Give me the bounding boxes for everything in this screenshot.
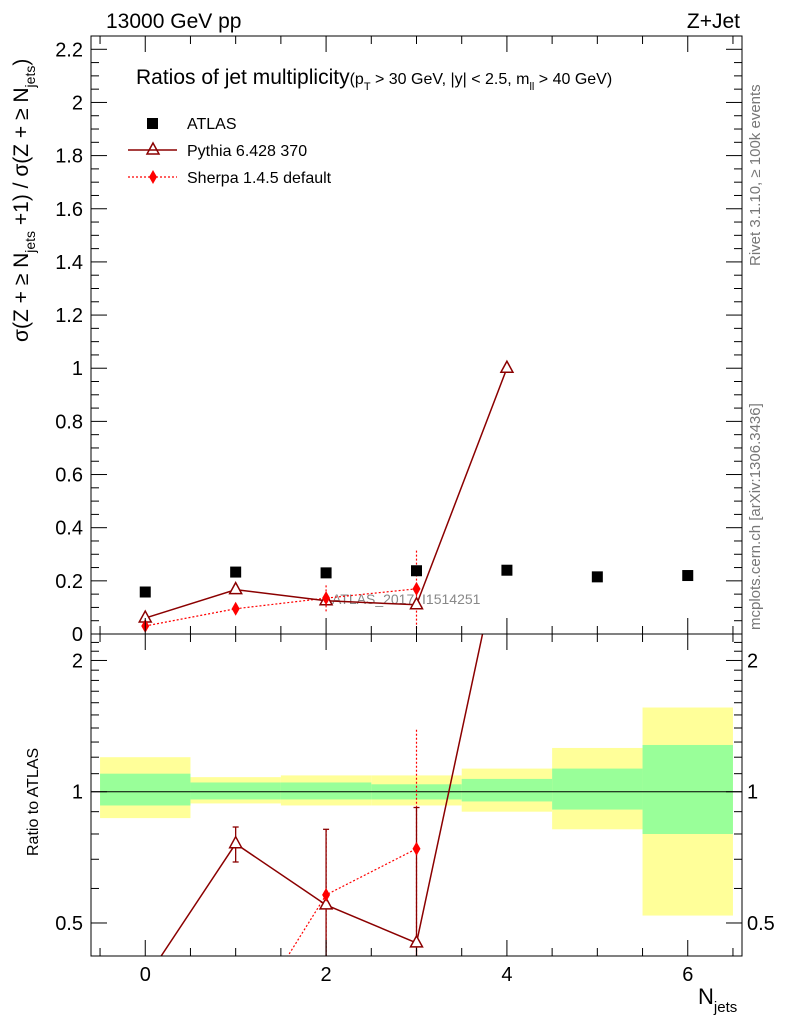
sherpa-ratio-point xyxy=(322,887,331,902)
x-tick-label: 4 xyxy=(501,964,512,986)
sherpa-main-line xyxy=(145,588,417,627)
legend-atlas-label: ATLAS xyxy=(187,116,237,133)
atlas-main-point xyxy=(501,564,513,576)
pythia-ratio-point xyxy=(318,896,334,910)
header-energy-label: 13000 GeV pp xyxy=(106,10,241,33)
ratio-y-tick-label-right: 2 xyxy=(747,650,758,672)
band-inner-bin xyxy=(642,744,733,834)
y-tick-label: 0.4 xyxy=(55,518,83,540)
legend-sherpa-marker xyxy=(149,170,157,184)
x-axis-label: Njets xyxy=(698,984,737,1016)
pythia-main-point xyxy=(228,581,243,595)
y-tick-label: 0.6 xyxy=(55,465,83,487)
x-tick-label: 2 xyxy=(321,964,332,986)
band-inner-bin xyxy=(100,773,191,806)
legend-sherpa-label: Sherpa 1.4.5 default xyxy=(187,170,332,187)
ratio-y-tick-label: 0.5 xyxy=(55,913,83,935)
y-tick-label: 0 xyxy=(72,624,83,646)
x-tick-label: 0 xyxy=(140,964,151,986)
ratio-y-tick-label: 2 xyxy=(72,650,83,672)
axis-ticks xyxy=(91,35,742,956)
atlas-main-point xyxy=(139,586,151,598)
x-tick-label: 6 xyxy=(682,964,693,986)
band-inner-bin xyxy=(461,778,553,802)
legend: ATLAS Pythia 6.428 370 Sherpa 1.4.5 defa… xyxy=(128,116,332,187)
pythia-main-point xyxy=(409,596,424,610)
ratio-y-tick-label: 1 xyxy=(72,782,83,804)
legend-pythia-label: Pythia 6.428 370 xyxy=(187,143,307,160)
y-tick-label: 1.6 xyxy=(55,199,83,221)
y-tick-label: 0.8 xyxy=(55,411,83,433)
sherpa-ratio-line xyxy=(287,848,417,956)
legend-atlas-marker xyxy=(147,118,158,129)
sherpa-main-point xyxy=(231,601,240,616)
y-tick-label: 1 xyxy=(72,358,83,380)
band-inner-bin xyxy=(552,768,643,810)
y-tick-label: 1.2 xyxy=(55,305,83,327)
sherpa-main-point xyxy=(322,591,331,606)
atlas-main-point xyxy=(230,566,242,578)
y-axis-label: σ(Z + ≥ Njets +1) / σ(Z + ≥ Njets) xyxy=(10,59,38,342)
y-tick-label: 1.4 xyxy=(55,252,83,274)
y-tick-label: 2 xyxy=(72,92,83,114)
y-tick-label: 0.2 xyxy=(55,571,83,593)
rivet-side-label: Rivet 3.1.10, ≥ 100k events xyxy=(747,84,764,266)
sherpa-ratio-point xyxy=(412,841,421,856)
axis-tick-labels: 0 0.2 0.4 0.6 0.8 1 1.2 1.4 1.6 1.8 2 2.2 0.5 0.5 1 1 2 2… xyxy=(55,39,775,986)
y-tick-label: 1.8 xyxy=(55,146,83,168)
band-inner-bin xyxy=(190,782,281,800)
y-tick-label: 2.2 xyxy=(55,39,83,61)
ratio-panel-series xyxy=(160,634,484,956)
pythia-main-point xyxy=(499,359,515,373)
atlas-main-point xyxy=(682,570,694,582)
pythia-ratio-point xyxy=(228,835,243,849)
ratio-y-tick-label-right: 1 xyxy=(747,782,758,804)
atlas-main-point xyxy=(320,567,332,579)
atlas-main-point xyxy=(591,571,603,583)
pythia-ratio-point xyxy=(409,934,424,948)
ratio-axis-label: Ratio to ATLAS xyxy=(25,748,42,856)
legend-pythia-marker xyxy=(145,141,161,155)
ratio-y-tick-label-right: 0.5 xyxy=(747,913,775,935)
sherpa-main-point xyxy=(412,581,421,596)
uncertainty-band-inner xyxy=(100,744,733,834)
band-inner-bin xyxy=(280,782,372,800)
plot-title: Ratios of jet multiplicity(pT > 30 GeV, … xyxy=(136,66,612,93)
pythia-main-line xyxy=(145,367,508,619)
atlas-main-point xyxy=(411,565,422,577)
header-process-label: Z+Jet xyxy=(687,10,740,33)
mcplots-side-label: mcplots.cern.ch [arXiv:1306.3436] xyxy=(747,403,764,630)
main-panel-series xyxy=(137,359,694,634)
